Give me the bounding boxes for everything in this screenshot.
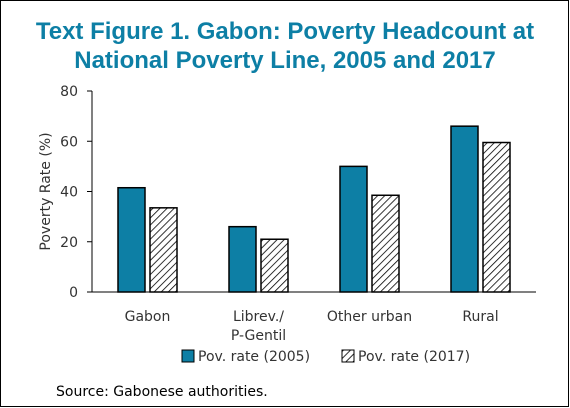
source-note: Source: Gabonese authorities. [56, 384, 268, 400]
chart-title-line1: Text Figure 1. Gabon: Poverty Headcount … [35, 18, 535, 45]
y-tick-label: 40 [60, 185, 78, 201]
y-tick-label: 20 [60, 235, 78, 251]
y-tick-label: 0 [69, 285, 78, 301]
bar-2005 [339, 165, 368, 293]
x-tick-label: Librev./ [233, 309, 284, 325]
legend-label-2005: Pov. rate (2005) [198, 349, 310, 365]
bar-2017 [260, 238, 289, 293]
bar-2017 [371, 194, 400, 293]
x-tick-label: Rural [462, 309, 498, 325]
x-tick-label: Other urban [327, 309, 412, 325]
bar-chart: 0 20 40 60 80 Poverty Rate (%) Gabon Librev./ P-… [38, 84, 536, 365]
bar-2005 [228, 225, 257, 293]
chart-title-line2: National Poverty Line, 2005 and 2017 [74, 47, 496, 74]
legend-swatch-2005 [181, 349, 195, 363]
bar-2005 [450, 125, 479, 293]
legend-swatch-2017 [341, 349, 355, 363]
y-tick-label: 80 [60, 84, 78, 100]
bar-2017 [149, 207, 178, 293]
x-tick-label: Gabon [125, 309, 171, 325]
y-tick-label: 60 [60, 134, 78, 150]
bar-2005 [117, 186, 146, 293]
x-tick-label: P-Gentil [231, 328, 286, 344]
y-axis-title: Poverty Rate (%) [38, 132, 54, 250]
legend-label-2017: Pov. rate (2017) [358, 349, 470, 365]
bar-2017 [482, 141, 511, 293]
